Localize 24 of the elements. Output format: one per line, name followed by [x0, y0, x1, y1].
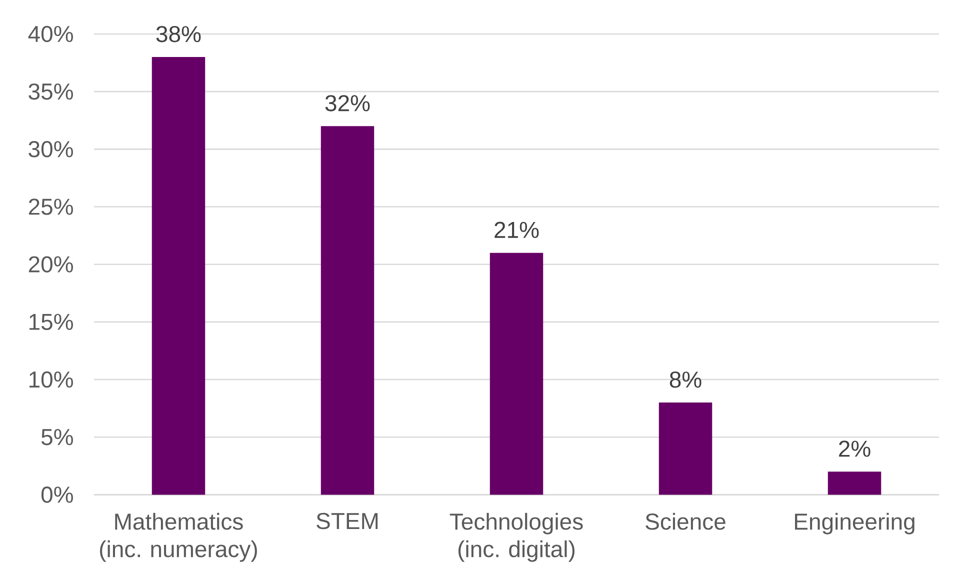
data-label: 38% — [156, 26, 201, 42]
x-tick-label: Science — [646, 512, 726, 530]
y-tick-label: 20% — [28, 256, 73, 272]
bar — [320, 126, 374, 495]
x-tick-label: Engineering — [795, 512, 914, 534]
y-tick-label: 25% — [28, 198, 73, 215]
y-tick-label: 35% — [28, 83, 73, 100]
data-label: 21% — [494, 222, 539, 238]
data-label: 8% — [670, 371, 702, 388]
y-tick-label: 5% — [41, 429, 73, 446]
data-label: 32% — [325, 95, 370, 112]
y-tick-label: 15% — [30, 314, 73, 330]
data-label: 2% — [839, 440, 870, 457]
x-tick-label: STEM — [316, 512, 378, 530]
y-tick-label: 0% — [41, 486, 73, 503]
y-tick-label: 10% — [30, 371, 73, 388]
bar — [828, 472, 882, 495]
x-tick-label: Technologies (inc. digital) — [450, 512, 583, 562]
bar — [658, 402, 712, 495]
bar — [490, 252, 544, 495]
bar — [152, 57, 206, 495]
y-tick-label: 30% — [28, 141, 73, 158]
x-tick-label: Mathematics (inc. numeracy) — [100, 512, 257, 562]
y-tick-label: 40% — [28, 26, 73, 42]
